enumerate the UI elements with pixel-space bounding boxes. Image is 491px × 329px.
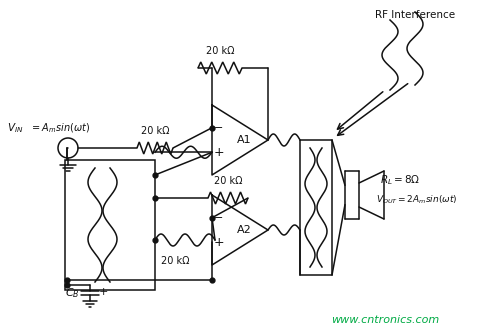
Text: −: − bbox=[214, 123, 224, 133]
Text: $V_{OUT} = 2A_m sin(\omega t)$: $V_{OUT} = 2A_m sin(\omega t)$ bbox=[376, 194, 457, 206]
Text: 20 kΩ: 20 kΩ bbox=[141, 126, 169, 136]
Text: www.cntronics.com: www.cntronics.com bbox=[331, 315, 439, 325]
Text: A2: A2 bbox=[237, 225, 251, 235]
Text: $R_L = 8\Omega$: $R_L = 8\Omega$ bbox=[380, 173, 420, 187]
Text: 20 kΩ: 20 kΩ bbox=[206, 46, 234, 56]
Text: $= A_m sin(\omega t)$: $= A_m sin(\omega t)$ bbox=[30, 121, 90, 135]
Text: RF Interference: RF Interference bbox=[375, 10, 455, 20]
Text: +: + bbox=[98, 287, 108, 297]
Text: $C_B$: $C_B$ bbox=[65, 286, 80, 300]
Text: −: − bbox=[214, 213, 224, 223]
Text: +: + bbox=[214, 146, 224, 159]
Text: $V_{IN}$: $V_{IN}$ bbox=[7, 121, 24, 135]
Text: +: + bbox=[214, 236, 224, 249]
Text: A1: A1 bbox=[237, 135, 251, 145]
Text: 20 kΩ: 20 kΩ bbox=[214, 176, 242, 186]
Text: 20 kΩ: 20 kΩ bbox=[161, 256, 189, 266]
